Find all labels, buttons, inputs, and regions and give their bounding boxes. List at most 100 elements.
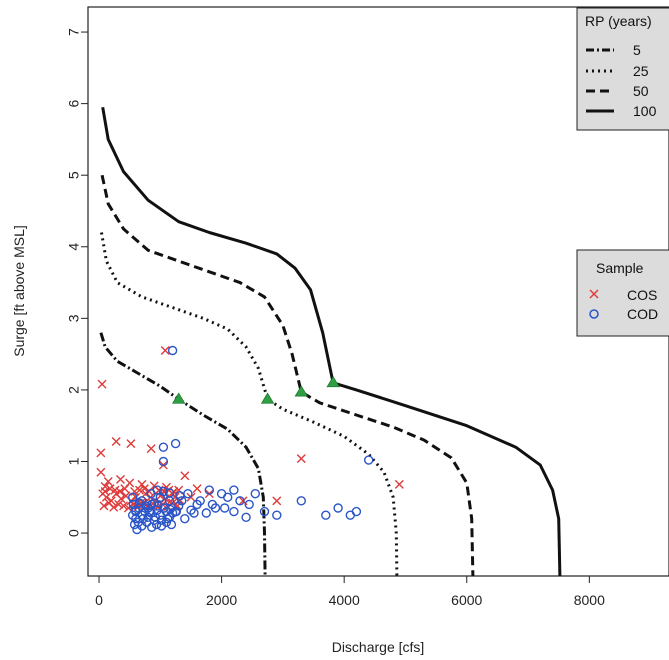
cod-point: [165, 504, 175, 515]
legend-rp-title: RP (years): [585, 13, 652, 29]
cos-point: [116, 494, 126, 504]
cod-point: [170, 438, 181, 449]
plot-background: [87, 6, 669, 577]
cos-point: [296, 454, 306, 464]
cod-point: [130, 505, 140, 515]
cod-point: [158, 486, 169, 497]
cod-point: [364, 455, 374, 465]
cos-point: [105, 484, 115, 494]
cos-point: [192, 484, 202, 494]
legend-cos-marker: [589, 289, 599, 299]
cos-point: [174, 485, 184, 495]
cod-point: [171, 506, 182, 517]
legend-cod-marker: [589, 309, 599, 319]
y-tick-label: 0: [66, 529, 82, 537]
cod-point: [162, 514, 173, 524]
cod-point: [127, 492, 138, 502]
cod-point: [235, 496, 245, 506]
legend-rp-25-label: 25: [633, 63, 649, 79]
cos-point: [180, 471, 190, 481]
cod-point: [128, 499, 139, 510]
triangle-markers: [171, 375, 340, 404]
cod-point: [207, 499, 218, 510]
x-axis: 0 2000 4000 6000 8000: [95, 576, 605, 608]
cos-point: [109, 502, 119, 512]
cos-point: [99, 501, 109, 511]
cod-point: [259, 506, 270, 517]
x-tick-label: 0: [95, 592, 103, 608]
cos-point: [96, 448, 106, 458]
legend-rp: RP (years) 5 25 50 100: [576, 7, 669, 131]
x-tick-label: 6000: [451, 592, 482, 608]
cod-point: [219, 503, 230, 513]
cod-point: [272, 510, 282, 520]
cos-point: [186, 492, 196, 502]
legend-cos-label: COS: [627, 287, 657, 303]
cod-point: [241, 512, 251, 522]
legend-rp-50-label: 50: [633, 83, 649, 99]
cod-point: [175, 491, 185, 501]
cos-point: [146, 444, 156, 454]
cod-point: [351, 506, 362, 517]
cod-point: [158, 442, 169, 452]
cos-point: [100, 487, 110, 497]
x-tick-label: 2000: [206, 592, 237, 608]
cos-point: [119, 501, 129, 511]
cod-point: [229, 485, 239, 495]
y-tick-label: 1: [66, 457, 82, 465]
cod-point: [152, 485, 163, 495]
cos-point: [111, 436, 121, 446]
threshold-triangle: [294, 385, 308, 397]
sample-points: [96, 345, 404, 535]
legend-sample: Sample COS COD: [576, 249, 669, 337]
cod-point: [296, 496, 306, 506]
y-axis-title: Surge [ft above MSL]: [11, 225, 27, 357]
cod-point: [250, 489, 261, 499]
cod-point: [159, 503, 169, 513]
legend-cod-label: COD: [627, 306, 658, 322]
cos-point: [97, 379, 107, 389]
cod-point: [195, 496, 205, 506]
cos-point: [103, 477, 113, 487]
cod-point: [144, 506, 155, 517]
cod-point: [156, 515, 167, 525]
x-tick-label: 8000: [574, 592, 605, 608]
cod-point: [146, 522, 157, 532]
y-tick-label: 3: [66, 314, 82, 322]
threshold-triangle: [326, 375, 340, 388]
cod-point: [177, 496, 187, 506]
cos-point: [110, 485, 120, 495]
cod-point: [201, 508, 212, 518]
x-tick-label: 4000: [329, 592, 360, 608]
cod-point: [167, 345, 178, 356]
cos-point: [137, 479, 147, 489]
cos-point: [130, 487, 140, 497]
y-tick-label: 5: [66, 171, 82, 179]
cos-point: [96, 467, 106, 477]
curve-rp-50: [100, 174, 475, 577]
cos-point: [164, 485, 174, 495]
cod-point: [229, 506, 239, 517]
return-period-curves: [99, 106, 562, 577]
x-axis-title: Discharge [cfs]: [332, 639, 425, 655]
cod-point: [204, 485, 215, 495]
cos-point: [134, 485, 144, 495]
cod-point: [153, 501, 163, 511]
cod-point: [186, 505, 196, 515]
legend-rp-5-label: 5: [633, 42, 641, 58]
cod-point: [158, 456, 169, 467]
cod-point: [244, 499, 254, 510]
y-tick-label: 7: [66, 28, 82, 36]
threshold-triangle: [171, 392, 186, 404]
cos-point: [394, 479, 404, 489]
cos-point: [120, 484, 130, 494]
curve-rp-5: [99, 332, 267, 577]
cos-point: [114, 499, 124, 509]
legend-sample-title: Sample: [596, 260, 644, 276]
cos-point: [126, 439, 136, 449]
cod-point: [333, 503, 343, 513]
curve-rp-100: [101, 106, 562, 577]
threshold-triangle: [260, 392, 275, 404]
cod-point: [180, 514, 190, 524]
cos-point: [272, 496, 282, 506]
